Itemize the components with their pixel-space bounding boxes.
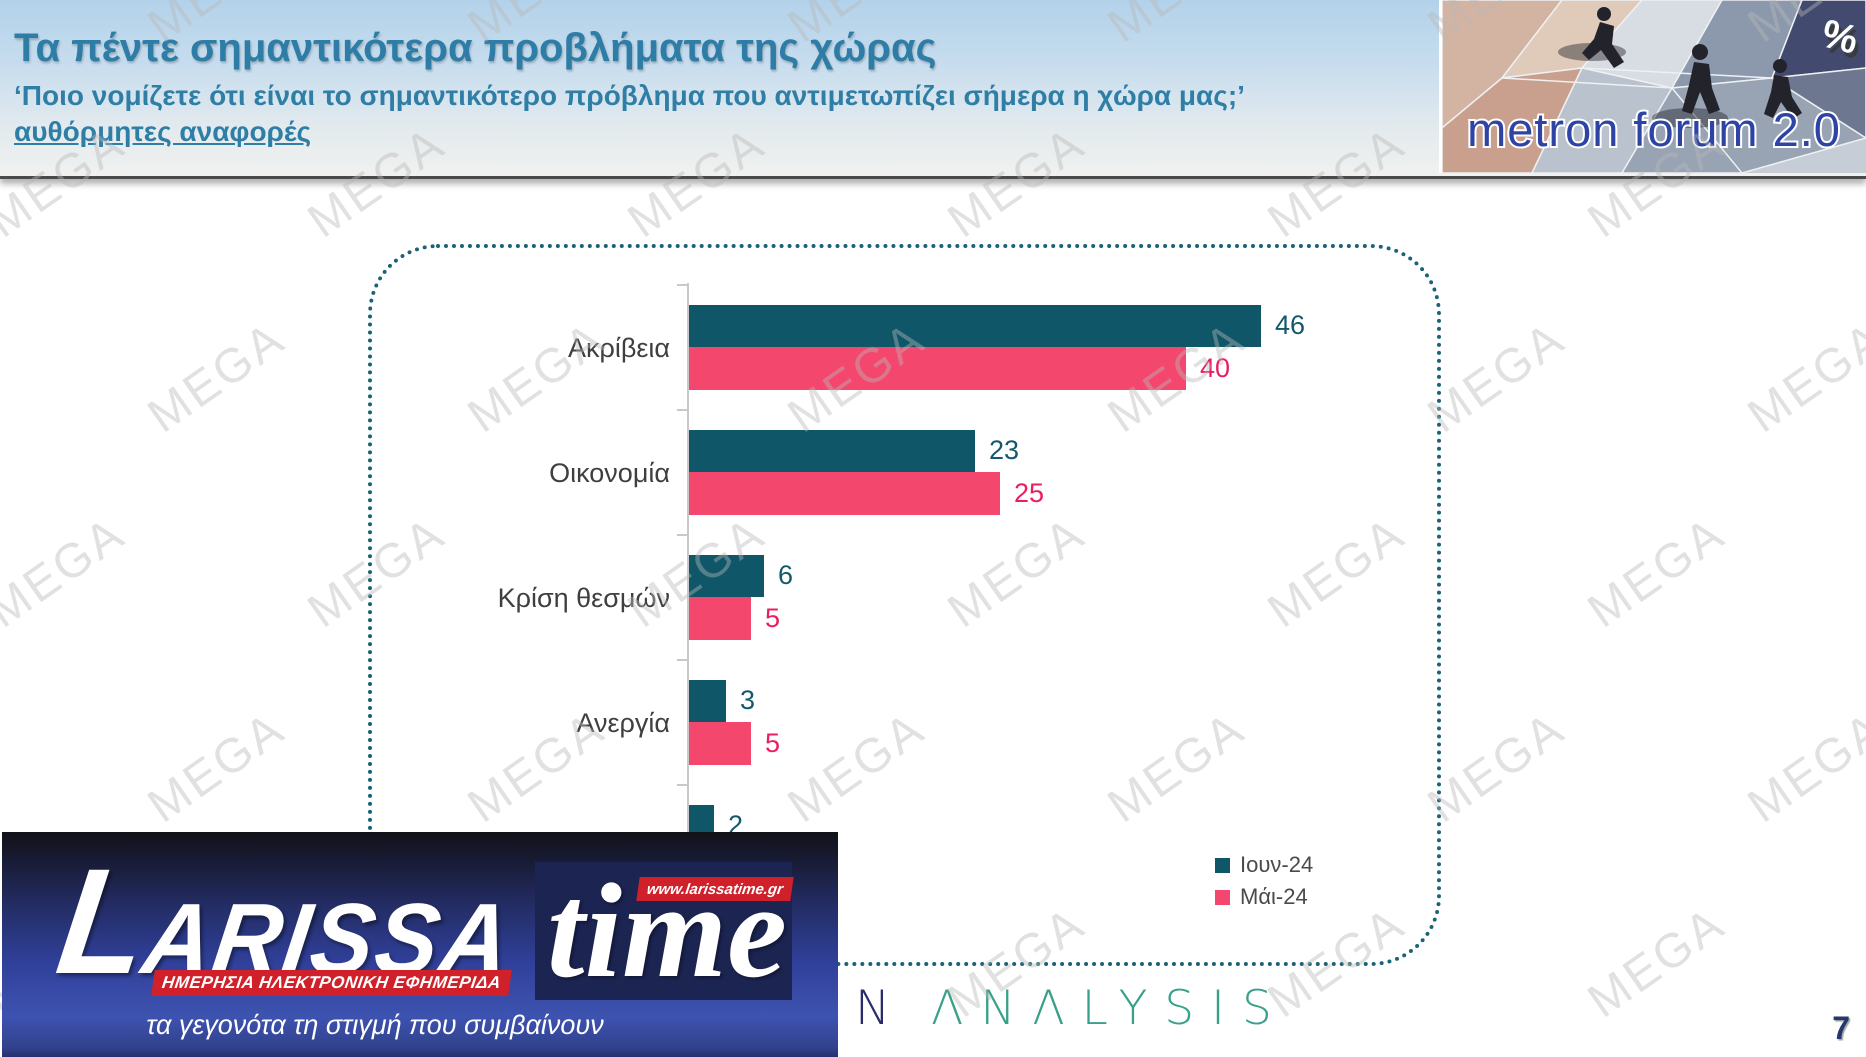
value-label: 40	[1200, 352, 1231, 383]
mega-watermark: MEGA	[1418, 311, 1575, 444]
category-label: Κρίση θεσμών	[497, 583, 670, 613]
chart-axis	[687, 283, 689, 912]
silhouette-figures	[1558, 7, 1802, 128]
analysis-logo-first-letter: N	[855, 981, 908, 1036]
value-label: 6	[778, 560, 794, 590]
survey-question: ‘Ποιο νομίζετε ότι είναι το σημαντικότερ…	[14, 80, 1245, 111]
bar-Ιουν-24-Οικονομία	[689, 430, 975, 472]
legend-item: Ιουν-24	[1215, 849, 1313, 881]
note-spontaneous-mentions: αυθόρμητες αναφορές	[14, 116, 312, 147]
value-label: 3	[740, 685, 756, 715]
mega-watermark: MEGA	[1738, 311, 1866, 444]
metron-forum-brand-text: metron forum 2.0	[1467, 103, 1841, 156]
mega-watermark: MEGA	[0, 506, 135, 639]
mega-watermark: MEGA	[1578, 506, 1735, 639]
larissa-banner-text: ΗΜΕΡΗΣΙΑ ΗΛΕΚΤΡΟΝΙΚΗ ΕΦΗΜΕΡΙΔΑ	[160, 973, 503, 992]
legend-swatch-icon	[1215, 857, 1230, 873]
axis-tick	[677, 534, 688, 536]
page-title: Τα πέντε σημαντικότερα προβλήματα της χώ…	[14, 26, 937, 70]
bar-Μάι-24-Ακρίβεια	[689, 347, 1186, 390]
axis-tick	[677, 659, 688, 661]
bar-Ιουν-24-Ακρίβεια	[689, 305, 1261, 347]
bar-Ιουν-24-Κρίση θεσμών	[689, 555, 764, 597]
page-number: 7	[1832, 1010, 1850, 1046]
axis-tick	[677, 409, 688, 411]
mega-watermark: MEGA	[1738, 701, 1866, 834]
legend-label: Ιουν-24	[1240, 852, 1314, 877]
mega-watermark: MEGA	[1418, 701, 1575, 834]
mega-watermark: MEGA	[138, 701, 295, 834]
analysis-logo-letters: ΛNΛLYSIS	[931, 981, 1289, 1036]
percent-icon: % %	[1817, 12, 1865, 68]
value-label: 5	[765, 727, 781, 758]
mega-watermark: MEGA	[1578, 896, 1735, 1029]
larissa-banner: ΗΜΕΡΗΣΙΑ ΗΛΕΚΤΡΟΝΙΚΗ ΕΦΗΜΕΡΙΔΑ	[151, 970, 512, 996]
larissatime-url: www.larissatime.gr	[645, 880, 785, 898]
header: Τα πέντε σημαντικότερα προβλήματα της χώ…	[0, 0, 1866, 179]
metron-forum-logo: % % metron forum 2.0	[1439, 0, 1866, 173]
larissatime-logo: LARISSA time www.larissatime.gr ΗΜΕΡΗΣΙΑ…	[2, 832, 838, 1057]
legend-swatch-icon	[1215, 889, 1230, 905]
mega-watermark: MEGA	[138, 311, 295, 444]
bar-Μάι-24-Ανεργία	[689, 722, 751, 765]
metron-forum-logo-art: % % metron forum 2.0	[1442, 0, 1866, 173]
bar-Μάι-24-Οικονομία	[689, 472, 1000, 515]
chart-frame	[368, 244, 1441, 966]
legend-label: Μάι-24	[1240, 884, 1308, 909]
value-label: 23	[989, 435, 1020, 465]
category-label: Ακρίβεια	[567, 333, 670, 363]
value-label: 46	[1275, 310, 1306, 340]
legend-item: Μάι-24	[1215, 881, 1313, 913]
bar-Ιουν-24-Ανεργία	[689, 680, 726, 722]
larissa-tagline: τα γεγονότα τη στιγμή που συμβαίνουν	[146, 1010, 604, 1040]
category-label: Οικονομία	[549, 458, 670, 488]
larissatime-url-badge: www.larissatime.gr	[636, 877, 794, 901]
category-label: Ανεργία	[576, 708, 670, 738]
value-label: 25	[1014, 477, 1045, 508]
metron-analysis-logo: N ΛNΛLYSIS	[855, 981, 1289, 1036]
axis-tick	[677, 784, 688, 786]
chart-legend: Ιουν-24 Μάι-24	[1215, 849, 1313, 913]
value-label: 5	[765, 602, 781, 633]
bar-Μάι-24-Κρίση θεσμών	[689, 597, 751, 640]
axis-tick	[677, 284, 688, 286]
